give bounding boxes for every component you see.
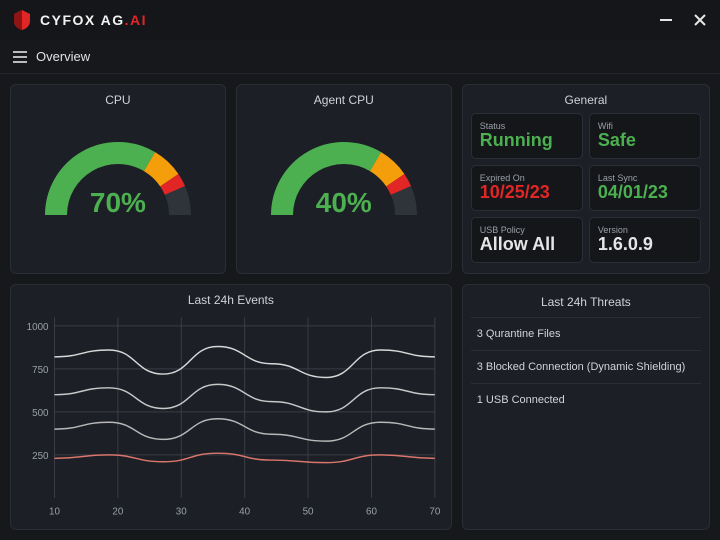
tile-value: Safe [598, 131, 692, 151]
minimize-button[interactable] [658, 12, 674, 28]
svg-text:70: 70 [429, 506, 440, 517]
agent-cpu-gauge-value: 40% [259, 187, 429, 219]
general-tile: StatusRunning [471, 113, 583, 159]
tile-value: Running [480, 131, 574, 151]
cpu-gauge-value: 70% [33, 187, 203, 219]
svg-text:30: 30 [176, 506, 187, 517]
menu-icon[interactable] [12, 49, 28, 65]
tile-value: 1.6.0.9 [598, 235, 692, 255]
svg-text:20: 20 [112, 506, 123, 517]
general-card: General StatusRunningWifiSafeExpired On1… [462, 84, 710, 274]
svg-text:50: 50 [303, 506, 314, 517]
agent-cpu-gauge-card: Agent CPU 40% [236, 84, 452, 274]
events-card: Last 24h Events 250 500 750 1000 10 20 30 40 50 6… [10, 284, 452, 530]
general-tile: USB PolicyAllow All [471, 217, 583, 263]
threats-title: Last 24h Threats [471, 295, 701, 309]
threat-item: 3 Qurantine Files [471, 317, 701, 350]
threats-card: Last 24h Threats 3 Qurantine Files3 Bloc… [462, 284, 710, 530]
content-grid: CPU 70% Agent CPU 40% General StatusRunn… [0, 74, 720, 540]
sub-header: Overview [0, 40, 720, 74]
brand-logo-icon [12, 9, 32, 31]
general-tile: Expired On10/25/23 [471, 165, 583, 211]
cpu-gauge-title: CPU [105, 93, 130, 107]
cpu-gauge-card: CPU 70% [10, 84, 226, 274]
titlebar: CYFOX AG.AI [0, 0, 720, 40]
app-window: CYFOX AG.AI Overview [0, 0, 720, 540]
svg-text:1000: 1000 [27, 322, 49, 333]
general-tiles: StatusRunningWifiSafeExpired On10/25/23L… [471, 113, 701, 263]
events-title: Last 24h Events [19, 293, 443, 307]
tile-value: 04/01/23 [598, 183, 692, 203]
threat-item: 1 USB Connected [471, 383, 701, 416]
general-title: General [471, 93, 701, 107]
threat-list: 3 Qurantine Files3 Blocked Connection (D… [471, 317, 701, 416]
events-chart: 250 500 750 1000 10 20 30 40 50 60 70 [19, 311, 443, 521]
brand-name-text: CYFOX AG [40, 12, 125, 28]
brand-suffix: .AI [125, 12, 147, 28]
general-tile: Last Sync04/01/23 [589, 165, 701, 211]
agent-cpu-gauge: 40% [259, 115, 429, 225]
svg-text:40: 40 [239, 506, 250, 517]
brand-name: CYFOX AG.AI [40, 12, 147, 28]
general-tile: Version1.6.0.9 [589, 217, 701, 263]
general-tile: WifiSafe [589, 113, 701, 159]
events-chart-svg: 250 500 750 1000 10 20 30 40 50 60 70 [19, 311, 443, 521]
svg-text:10: 10 [49, 506, 60, 517]
brand: CYFOX AG.AI [12, 9, 147, 31]
svg-text:750: 750 [32, 365, 49, 376]
svg-text:500: 500 [32, 408, 49, 419]
threat-item: 3 Blocked Connection (Dynamic Shielding) [471, 350, 701, 383]
svg-text:250: 250 [32, 451, 49, 462]
close-button[interactable] [692, 12, 708, 28]
page-title: Overview [36, 49, 90, 64]
svg-text:60: 60 [366, 506, 377, 517]
window-controls [658, 12, 708, 28]
cpu-gauge: 70% [33, 115, 203, 225]
tile-value: Allow All [480, 235, 574, 255]
tile-value: 10/25/23 [480, 183, 574, 203]
agent-cpu-gauge-title: Agent CPU [314, 93, 374, 107]
